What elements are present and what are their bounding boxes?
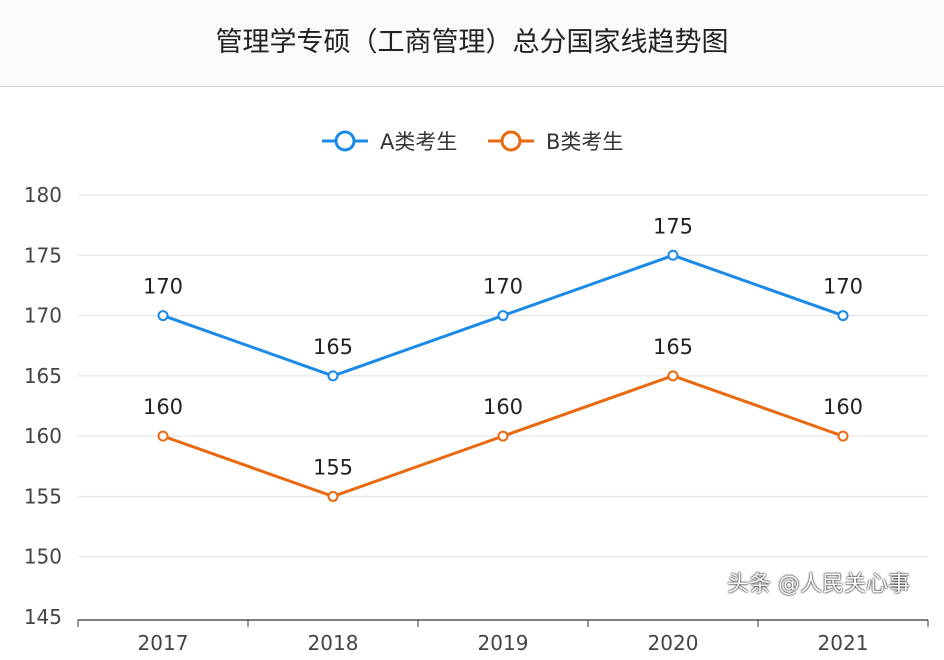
data-point <box>497 430 509 442</box>
data-point <box>837 430 849 442</box>
data-label: 170 <box>483 275 523 299</box>
x-tick-label: 2017 <box>138 631 189 655</box>
data-label: 160 <box>823 395 863 419</box>
x-tick-label: 2020 <box>648 631 699 655</box>
chart-title: 管理学专硕（工商管理）总分国家线趋势图 <box>215 27 729 58</box>
data-label: 170 <box>143 275 183 299</box>
data-label: 155 <box>313 455 353 479</box>
data-point <box>157 310 169 322</box>
y-tick-label: 145 <box>24 605 62 629</box>
data-label: 165 <box>313 335 353 359</box>
x-tick-label: 2021 <box>818 631 869 655</box>
y-tick-label: 170 <box>24 304 62 328</box>
data-label: 165 <box>653 335 693 359</box>
x-tick-label: 2019 <box>478 631 529 655</box>
legend-marker <box>334 130 356 152</box>
watermark: 头条 @人民关心事 <box>727 572 910 597</box>
data-label: 160 <box>143 395 183 419</box>
y-tick-label: 155 <box>24 484 62 508</box>
y-tick-label: 160 <box>24 424 62 448</box>
legend-label: B类考生 <box>546 130 623 154</box>
y-tick-label: 175 <box>24 243 62 267</box>
data-point <box>837 310 849 322</box>
data-point <box>667 370 679 382</box>
legend-label: A类考生 <box>380 130 457 154</box>
y-tick-label: 150 <box>24 545 62 569</box>
legend-marker <box>500 130 522 152</box>
y-tick-label: 165 <box>24 364 62 388</box>
data-label: 170 <box>823 275 863 299</box>
data-point <box>157 430 169 442</box>
data-point <box>667 249 679 261</box>
x-tick-label: 2018 <box>308 631 359 655</box>
y-tick-label: 180 <box>24 183 62 207</box>
data-label: 160 <box>483 395 523 419</box>
data-point <box>497 310 509 322</box>
data-point <box>327 370 339 382</box>
chart-header: 管理学专硕（工商管理）总分国家线趋势图 <box>0 0 944 87</box>
data-label: 175 <box>653 214 693 238</box>
data-point <box>327 490 339 502</box>
